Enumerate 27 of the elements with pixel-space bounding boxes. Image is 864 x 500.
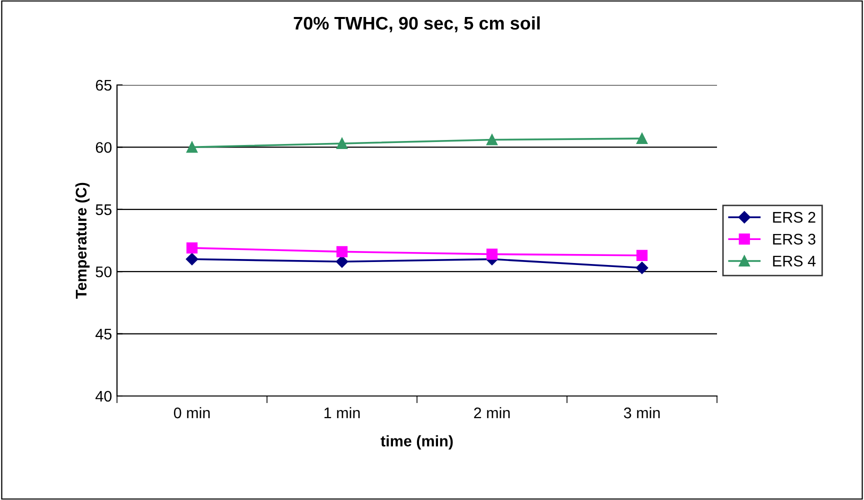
legend-label: ERS 2 — [773, 212, 816, 223]
legend-label: ERS 4 — [773, 256, 816, 266]
point — [186, 253, 198, 266]
x-tick-label: 0 min — [174, 407, 210, 418]
x-axis-title: time (min) — [380, 435, 453, 450]
x-tick-label: 3 min — [624, 407, 660, 418]
point — [486, 248, 498, 260]
point — [336, 246, 348, 258]
point — [186, 142, 198, 153]
y-tick-label: 45 — [96, 328, 112, 340]
legend-label: ERS 3 — [773, 234, 816, 245]
point — [186, 242, 198, 254]
y-tick-label: 55 — [96, 204, 112, 216]
point — [486, 134, 498, 146]
x-tick-label: 2 min — [474, 407, 510, 418]
point — [636, 250, 648, 261]
point — [636, 132, 648, 144]
point — [336, 256, 348, 268]
x-tick-label: 1 min — [324, 407, 360, 418]
point — [636, 262, 648, 274]
point — [336, 138, 348, 150]
y-axis-title: Temperature (C) — [75, 182, 90, 299]
y-tick-label: 65 — [96, 80, 112, 91]
chart-title: 70% TWHC, 90 sec, 5 cm soil — [294, 16, 540, 32]
y-tick-label: 60 — [96, 142, 112, 153]
y-tick-label: 40 — [96, 390, 112, 402]
y-tick-label: 50 — [96, 266, 112, 278]
